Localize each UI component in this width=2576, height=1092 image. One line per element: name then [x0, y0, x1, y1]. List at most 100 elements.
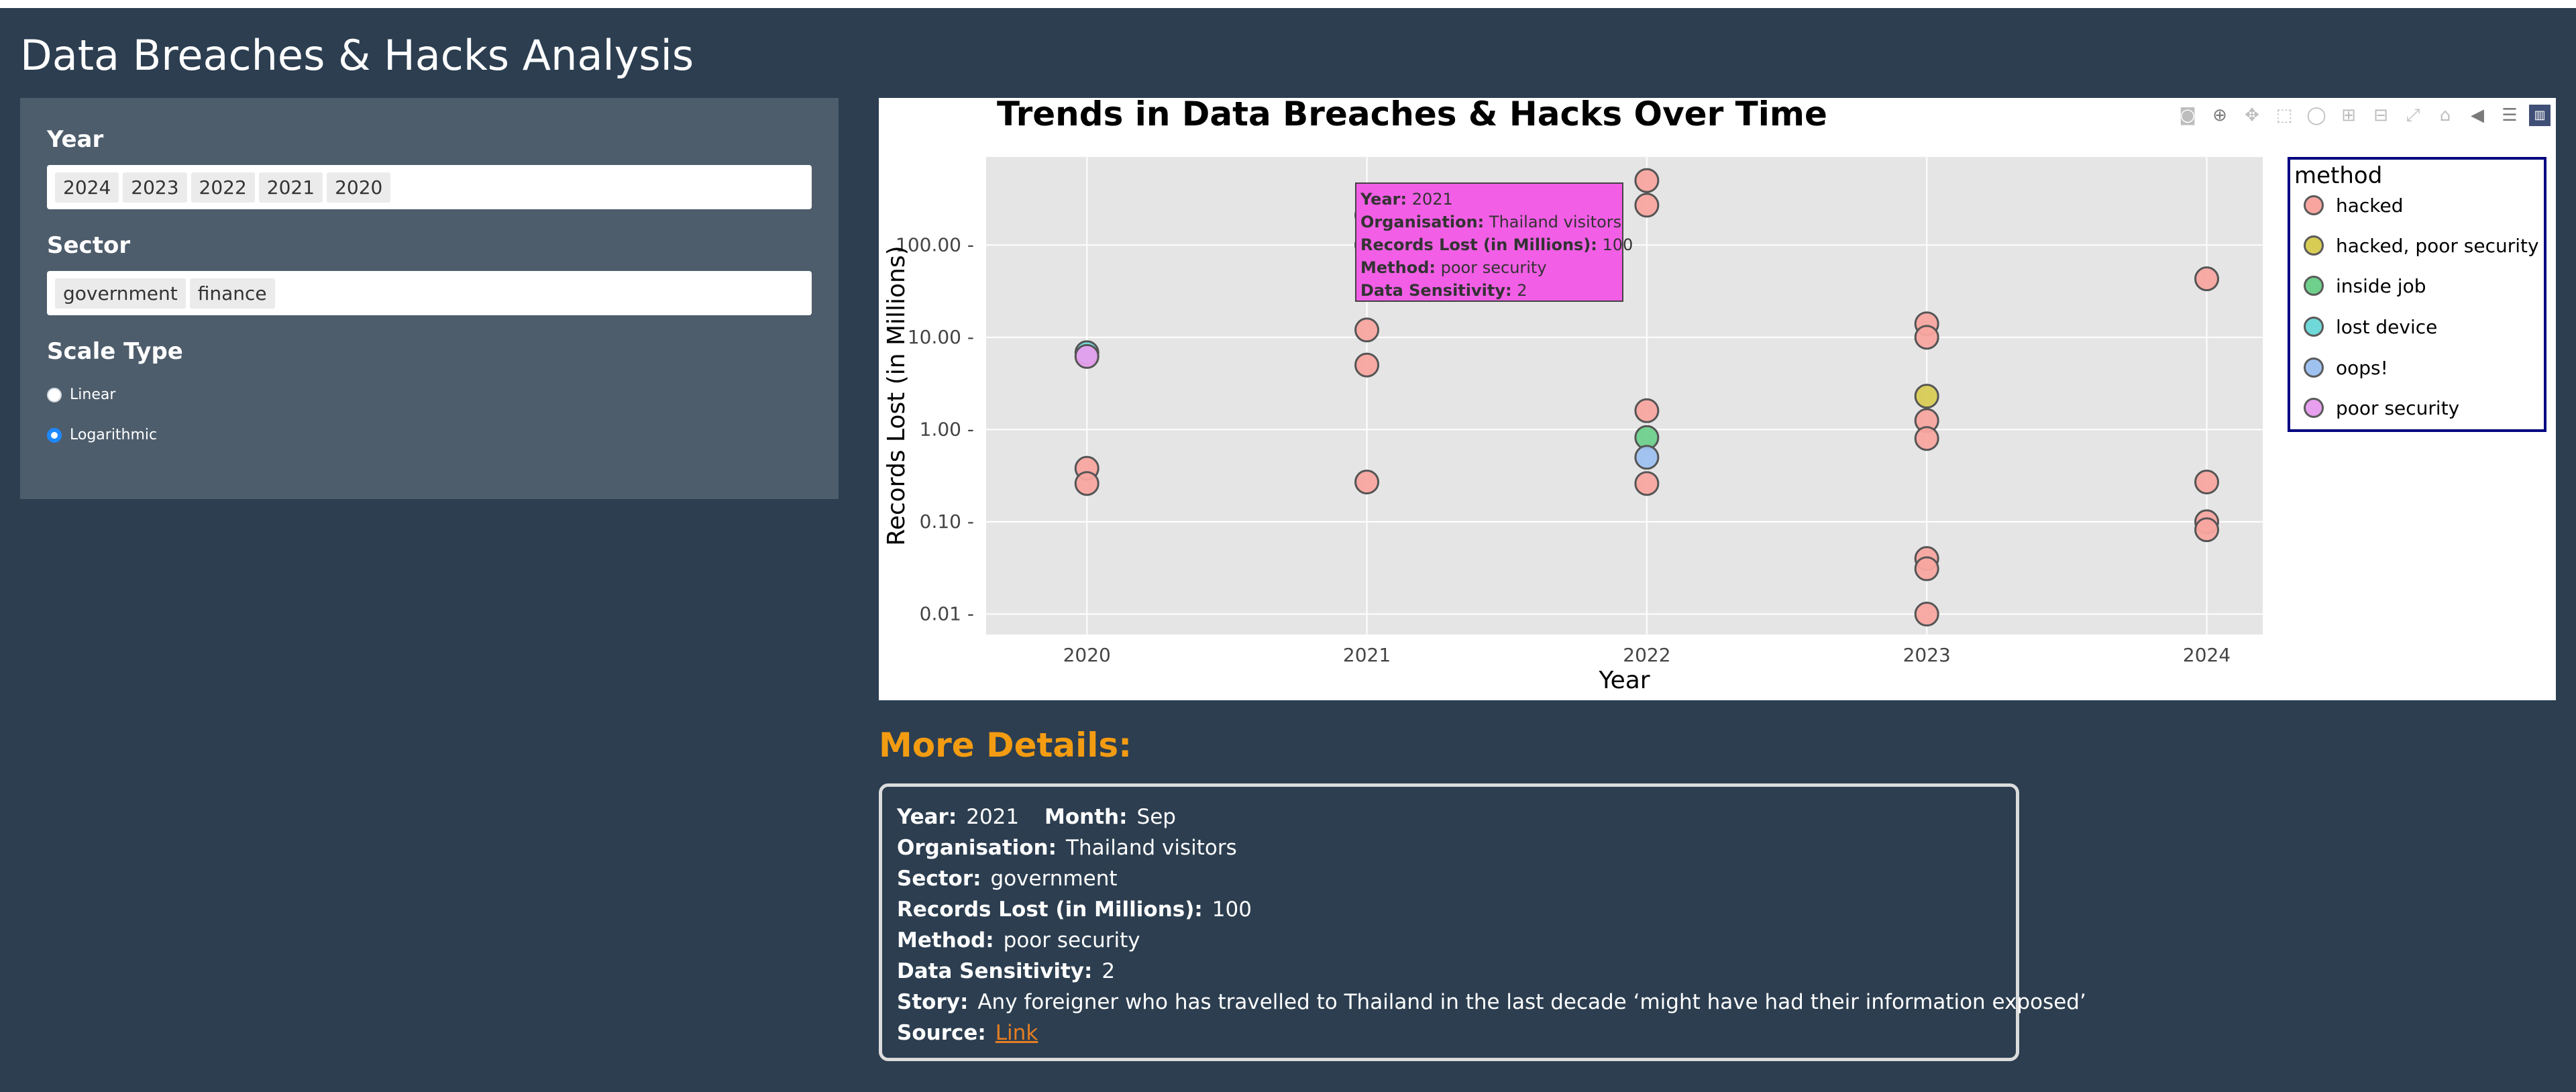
detail-sector-label: Sector:: [897, 867, 981, 891]
radio-linear[interactable]: Linear: [47, 386, 115, 403]
detail-sector: government: [990, 867, 1118, 891]
data-point-hacked: [1634, 398, 1660, 423]
y-axis-title: Records Lost (in Millions): [883, 245, 910, 545]
data-point-hacked: [1634, 471, 1660, 496]
data-point-hacked: [1914, 556, 1939, 582]
source-link[interactable]: Link: [995, 1021, 1038, 1045]
legend-label: lost device: [2336, 315, 2438, 338]
x-tick-label: 2023: [1903, 644, 1951, 666]
data-point-oops: [1634, 445, 1660, 470]
y-tick-label: 0.10 -: [920, 510, 974, 533]
camera-icon[interactable]: ◙: [2179, 105, 2196, 125]
sector-pill[interactable]: finance: [189, 278, 275, 309]
y-tick-label: 100.00 -: [896, 233, 974, 256]
data-point-hacked: [1914, 601, 1939, 626]
x-tick-label: 2024: [2183, 644, 2231, 666]
data-point-hacked: [2194, 470, 2220, 495]
radio-button-checked[interactable]: [47, 427, 62, 443]
legend-item-hacked[interactable]: hacked: [2304, 192, 2404, 219]
tooltip-records-label: Records Lost (in Millions):: [1360, 235, 1597, 254]
top-border: [0, 0, 2576, 8]
legend-marker: [2304, 276, 2324, 296]
legend-item-oops[interactable]: oops!: [2304, 354, 2388, 381]
hover-tooltip: Year: 2021 Organisation: Thailand visito…: [1355, 182, 1633, 302]
detail-month-label: Month:: [1044, 805, 1128, 829]
tooltip-org: Thailand visitors: [1489, 213, 1622, 231]
plot-background: [986, 157, 2263, 635]
year-pill[interactable]: 2020: [327, 172, 391, 203]
y-tick-label: 0.01 -: [920, 602, 974, 624]
legend-label: poor security: [2336, 396, 2460, 419]
detail-story: Any foreigner who has travelled to Thail…: [977, 990, 2086, 1014]
tooltip-sensitivity: 2: [1517, 281, 1527, 300]
tooltip-year: 2021: [1411, 190, 1453, 209]
reset-axes-icon[interactable]: ⌂: [2439, 105, 2451, 125]
details-panel: Year: 2021 Month: Sep Organisation: Thailan…: [879, 783, 2086, 1061]
tooltip-year-label: Year:: [1360, 190, 1407, 209]
legend-label: oops!: [2336, 356, 2388, 379]
sidebar-panel: Year 2024 2023 2022 2021 2020 Sector gov…: [20, 98, 839, 499]
detail-method: poor security: [1003, 928, 1140, 952]
detail-org: Thailand visitors: [1066, 836, 1237, 860]
year-label: Year: [47, 126, 104, 153]
x-axis-title: Year: [1598, 667, 1650, 694]
spike-lines-icon[interactable]: ◀: [2471, 105, 2484, 125]
year-pill[interactable]: 2023: [123, 172, 187, 203]
legend-label: hacked: [2336, 194, 2404, 217]
scatter-chart[interactable]: 2020 2021 2022 2023 2024 0.01 - 0.10 - 1.00 - 10…: [879, 98, 2556, 700]
data-point-hacked: [1634, 193, 1660, 218]
legend-marker: [2304, 195, 2324, 215]
tooltip-method-label: Method:: [1360, 258, 1436, 277]
data-point-hacked: [1634, 168, 1660, 193]
legend-item-inside-job[interactable]: inside job: [2304, 272, 2426, 299]
legend-marker: [2304, 358, 2324, 378]
detail-sensitivity-label: Data Sensitivity:: [897, 959, 1093, 983]
legend-marker: [2304, 235, 2324, 256]
radio-label: Logarithmic: [70, 427, 158, 443]
data-point-poor-security: [1074, 343, 1099, 369]
box-select-icon[interactable]: ⬚: [2275, 105, 2293, 125]
tooltip-records: 100: [1602, 235, 1633, 254]
radio-logarithmic[interactable]: Logarithmic: [47, 427, 157, 443]
x-tick-label: 2021: [1343, 644, 1391, 666]
y-tick-label: 1.00 -: [920, 418, 974, 440]
data-point-hacked: [1354, 470, 1380, 495]
radio-label: Linear: [70, 386, 116, 403]
detail-month: Sep: [1136, 805, 1176, 829]
legend-item-hacked-poor-security[interactable]: hacked, poor security: [2304, 232, 2539, 259]
pan-icon[interactable]: ✥: [2245, 105, 2259, 125]
compare-hover-icon[interactable]: ☰: [2502, 105, 2518, 125]
sector-pill[interactable]: government: [55, 278, 186, 309]
year-pill[interactable]: 2022: [191, 172, 255, 203]
radio-button[interactable]: [47, 387, 62, 402]
legend-label: inside job: [2336, 274, 2426, 297]
detail-method-label: Method:: [897, 928, 994, 952]
year-pill[interactable]: 2024: [55, 172, 119, 203]
detail-records-label: Records Lost (in Millions):: [897, 897, 1203, 922]
data-point-hacked: [1354, 317, 1380, 343]
legend-item-poor-security[interactable]: poor security: [2304, 394, 2459, 421]
legend-item-lost-device[interactable]: lost device: [2304, 313, 2437, 340]
zoom-out-icon[interactable]: ⊟: [2373, 105, 2388, 125]
year-pill[interactable]: 2021: [258, 172, 323, 203]
year-select[interactable]: 2024 2023 2022 2021 2020: [47, 165, 812, 209]
lasso-icon[interactable]: ◯: [2306, 105, 2326, 125]
sector-select[interactable]: government finance: [47, 271, 812, 315]
detail-story-label: Story:: [897, 990, 969, 1014]
autoscale-icon[interactable]: ⤢: [2406, 105, 2420, 125]
data-point-hacked-poor-security: [1914, 384, 1939, 409]
detail-sensitivity: 2: [1102, 959, 1116, 983]
plot-container[interactable]: 2020 2021 2022 2023 2024 0.01 - 0.10 - 1.00 - 10…: [879, 95, 2556, 700]
legend-marker: [2304, 317, 2324, 337]
plotly-logo-icon[interactable]: ▥: [2529, 105, 2551, 126]
y-tick-label: 10.00 -: [908, 326, 974, 348]
zoom-icon[interactable]: ⊕: [2212, 105, 2227, 125]
detail-source-label: Source:: [897, 1021, 986, 1045]
detail-year: 2021: [966, 805, 1020, 829]
data-point-hacked: [1354, 352, 1380, 378]
x-tick-label: 2020: [1063, 644, 1111, 666]
data-point-hacked: [2194, 517, 2220, 543]
legend-label: hacked, poor security: [2336, 234, 2539, 257]
detail-org-label: Organisation:: [897, 836, 1057, 860]
zoom-in-icon[interactable]: ⊞: [2341, 105, 2356, 125]
